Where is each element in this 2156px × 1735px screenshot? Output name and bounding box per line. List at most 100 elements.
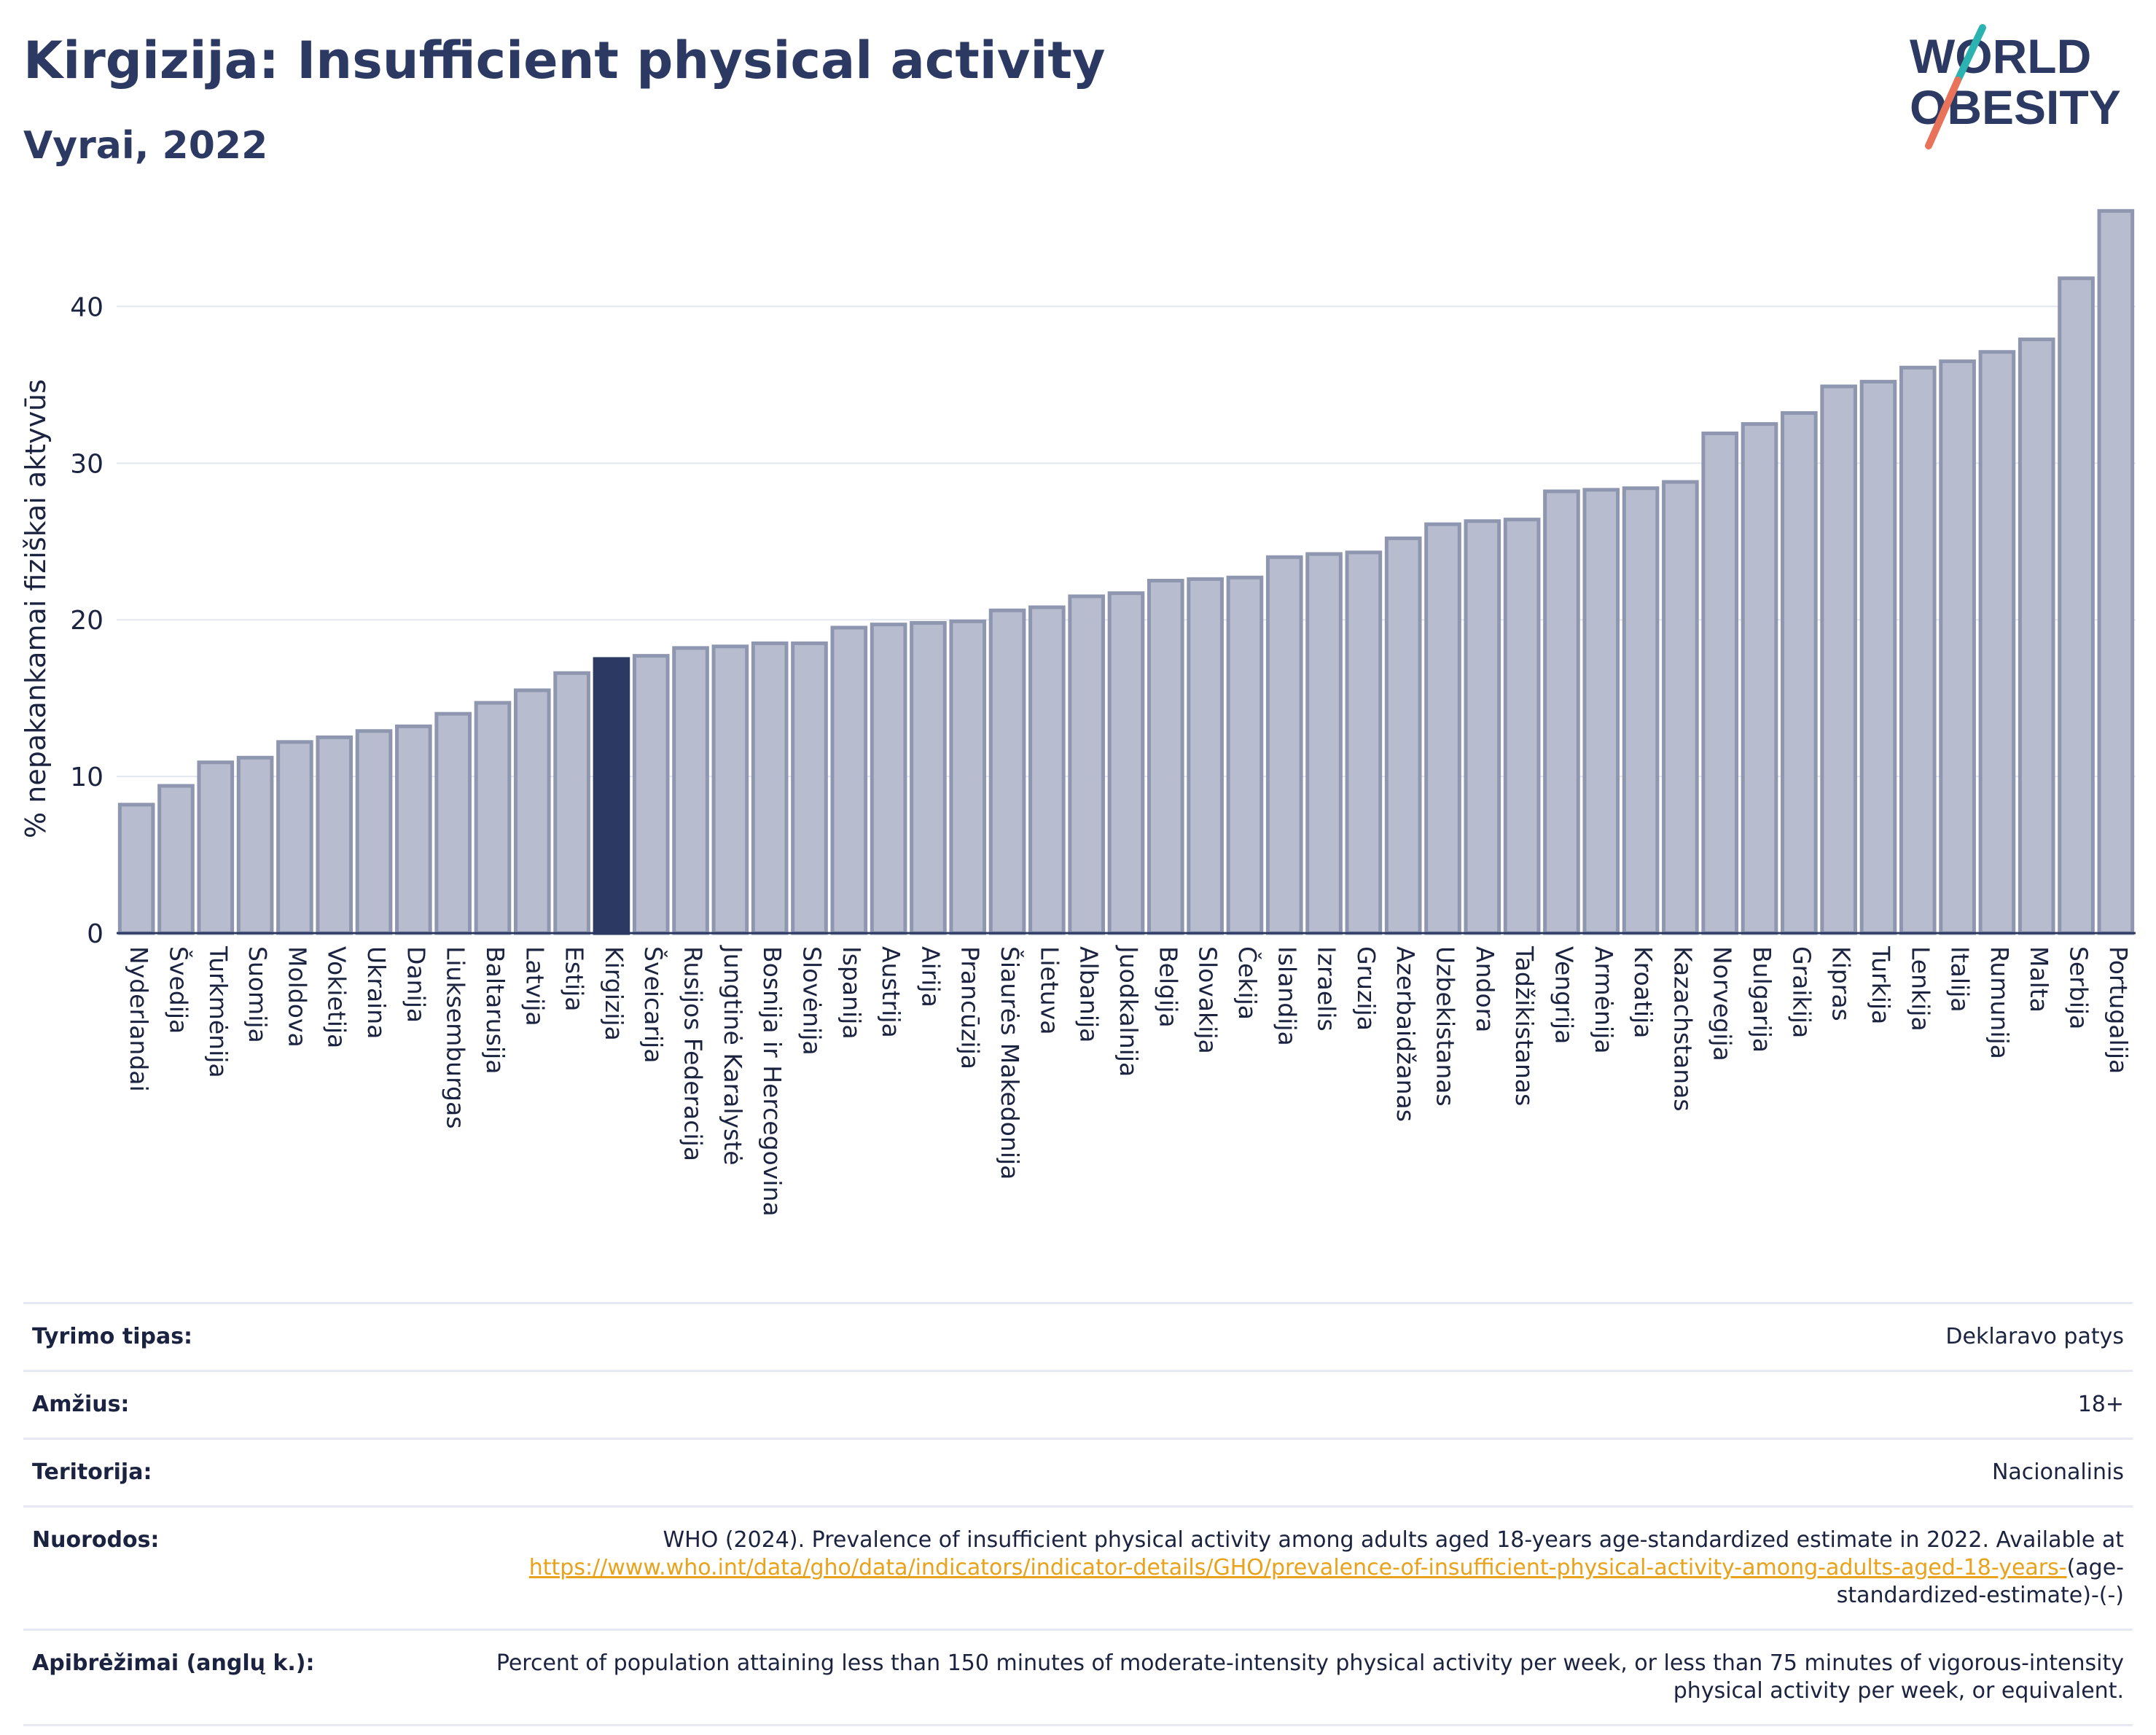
bar <box>474 701 512 935</box>
meta-row-definitions: Apibrėžimai (anglų k.): Percent of popul… <box>23 1629 2133 1726</box>
bar <box>2058 276 2095 935</box>
bar <box>117 803 155 935</box>
x-tick-label: Prancūzija <box>956 946 985 1069</box>
y-tick-label: 10 <box>70 763 103 792</box>
meta-value: 18+ <box>2077 1392 2124 1417</box>
reference-text: WHO (2024). Prevalence of insufficient p… <box>663 1527 2124 1553</box>
x-tick-label: Bulgarija <box>1748 946 1776 1053</box>
x-tick-label: Kazachstanas <box>1668 946 1697 1112</box>
meta-value: Percent of population attaining less tha… <box>496 1650 2124 1704</box>
bar <box>1939 359 1976 935</box>
meta-row-territory: Teritorija: Nacionalinis <box>23 1438 2133 1505</box>
bar <box>1187 577 1224 935</box>
reference-suffix: (age-standardized-estimate)-(-) <box>1836 1555 2124 1608</box>
x-tick-label: Kirgizija <box>600 946 628 1041</box>
world-obesity-logo: WORLD OBESITY <box>1910 24 2121 149</box>
bar <box>236 755 274 935</box>
x-tick-label: Turkmėnija <box>204 946 233 1078</box>
logo-slash-top <box>1954 24 1986 84</box>
x-tick-label: Ukraina <box>362 946 391 1039</box>
x-tick-label: Malta <box>2025 946 2053 1013</box>
y-tick-label: 40 <box>70 292 103 322</box>
bar <box>355 729 393 935</box>
x-tick-label: Suomija <box>243 946 272 1043</box>
meta-label: Teritorija: <box>32 1459 152 1485</box>
x-tick-label: Šiaurės Makedonija <box>996 946 1025 1180</box>
meta-row-survey-type: Tyrimo tipas: Deklaravo patys <box>23 1302 2133 1370</box>
x-tick-label: Uzbekistanas <box>1432 946 1460 1107</box>
x-tick-label: Norvegija <box>1708 946 1737 1061</box>
meta-row-references: Nuorodos: WHO (2024). Prevalence of insu… <box>23 1505 2133 1629</box>
x-tick-label: Airija <box>916 946 945 1007</box>
meta-label: Apibrėžimai (anglų k.): <box>32 1650 315 1676</box>
logo-line1: WORLD <box>1910 29 2091 83</box>
meta-value: WHO (2024). Prevalence of insufficient p… <box>426 1527 2124 1610</box>
bar <box>1107 591 1145 935</box>
meta-value: Nacionalinis <box>1991 1459 2124 1485</box>
bar <box>1978 350 2016 935</box>
x-tick-label: Austrija <box>877 946 905 1038</box>
logo-slash-bottom <box>1925 77 1961 149</box>
bar <box>1305 552 1343 935</box>
x-tick-label: Italija <box>1946 946 1975 1013</box>
x-tick-label: Serbija <box>2065 946 2093 1029</box>
bar <box>988 608 1026 935</box>
x-tick-label: Belgija <box>1154 946 1182 1028</box>
x-tick-label: Šveicarija <box>639 946 668 1063</box>
meta-label: Tyrimo tipas: <box>32 1324 193 1349</box>
x-tick-label: Lenkija <box>1906 946 1934 1032</box>
bar <box>632 654 670 935</box>
x-tick-label: Bosnija ir Hercegovina <box>758 946 786 1217</box>
bar <box>2097 208 2135 935</box>
x-tick-label: Slovėnija <box>797 946 826 1056</box>
bar <box>197 760 235 935</box>
bar <box>395 724 432 935</box>
x-tick-label: Nyderlandai <box>125 946 153 1092</box>
y-tick-label: 0 <box>87 919 103 949</box>
x-tick-label: Kipras <box>1827 946 1856 1021</box>
metadata-table: Tyrimo tipas: Deklaravo patys Amžius: 18… <box>23 1302 2133 1726</box>
bar-chart: 0 10 20 30 40 % nepakankamai fiziškai aktyvū… <box>20 208 2136 1217</box>
bar <box>1424 522 1461 935</box>
bar <box>1543 489 1580 935</box>
bar <box>1464 519 1501 935</box>
x-tick-label: Estija <box>561 946 589 1012</box>
bar <box>910 621 947 935</box>
bar <box>1859 380 1897 935</box>
bar <box>830 625 868 935</box>
x-tick-label: Albanija <box>1075 946 1104 1042</box>
bar <box>1068 594 1105 935</box>
x-tick-label: Kroatija <box>1629 946 1657 1038</box>
x-tick-label: Slovakija <box>1194 946 1222 1054</box>
bar <box>870 623 907 935</box>
bar <box>711 644 749 935</box>
x-tick-label: Vokietija <box>323 946 351 1048</box>
bar <box>1028 605 1066 935</box>
x-tick-label: Danija <box>402 946 430 1023</box>
bar <box>1265 555 1303 935</box>
bar <box>751 641 789 935</box>
bar <box>791 641 828 935</box>
x-tick-label: Izraelis <box>1313 946 1341 1032</box>
bars <box>117 208 2135 935</box>
x-tick-label: Rusijos Federacija <box>679 946 708 1161</box>
bar <box>1384 536 1422 935</box>
bar <box>1503 518 1541 935</box>
bar <box>1741 422 1778 935</box>
x-tick-label: Armėnija <box>1590 946 1618 1054</box>
x-tick-label: Portugalija <box>2104 946 2133 1074</box>
meta-row-age: Amžius: 18+ <box>23 1370 2133 1438</box>
x-tick-label: Turkija <box>1867 946 1895 1024</box>
bar <box>1226 575 1264 935</box>
y-tick-labels: 0 10 20 30 40 <box>70 292 103 949</box>
x-tick-labels: Nyderlandai Švedija Turkmėnija Suomija Moldo… <box>125 945 2133 1217</box>
bar <box>949 619 987 935</box>
reference-link[interactable]: https://www.who.int/data/gho/data/indica… <box>528 1555 2067 1580</box>
x-tick-label: Latvija <box>520 946 549 1026</box>
bar <box>2018 338 2055 935</box>
bar <box>316 735 354 935</box>
x-tick-label: Rumunija <box>1985 946 2014 1059</box>
meta-value: Deklaravo patys <box>1945 1324 2124 1349</box>
bar <box>434 711 472 935</box>
x-tick-label: Moldova <box>283 946 311 1048</box>
